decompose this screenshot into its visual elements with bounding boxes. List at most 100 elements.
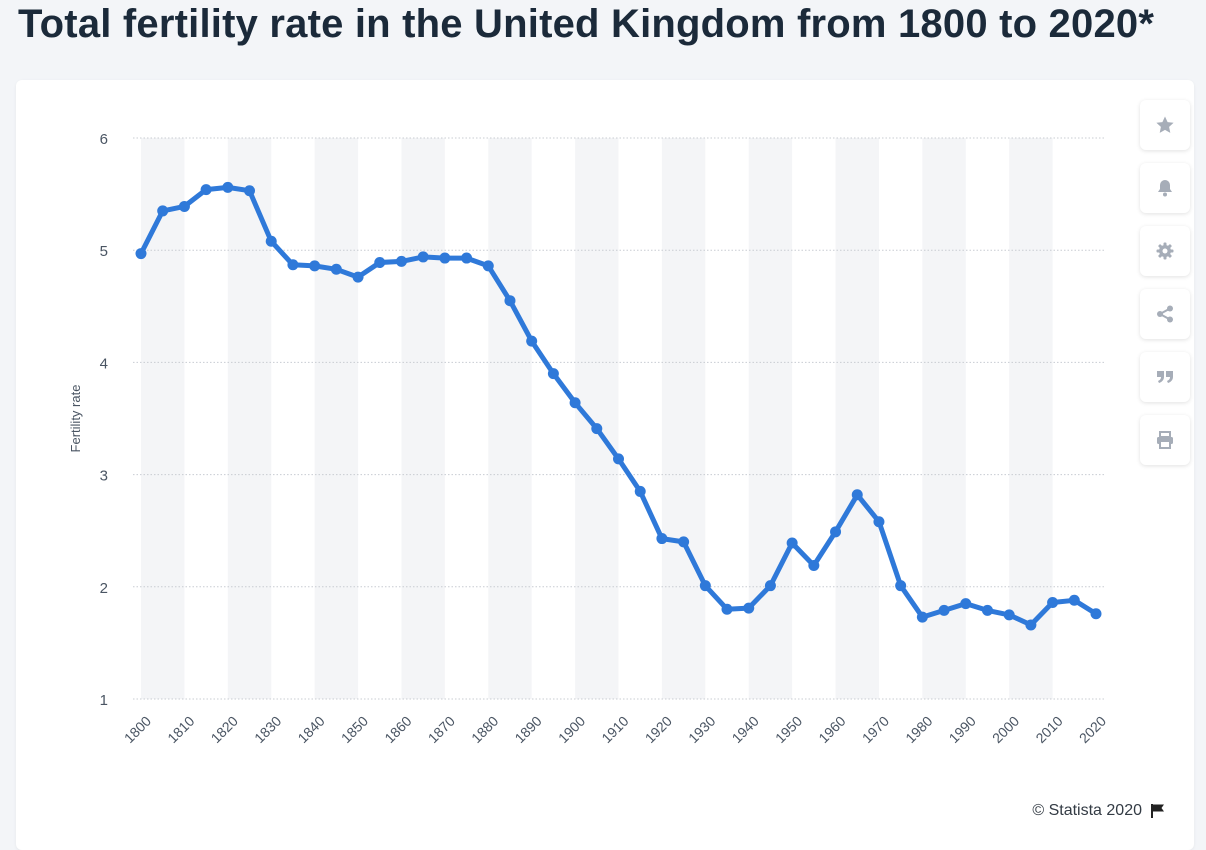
data-point [613, 453, 624, 465]
data-point [287, 259, 299, 271]
background-band [401, 138, 445, 699]
data-point [743, 602, 755, 614]
x-tick-label: 1940 [729, 713, 762, 746]
x-tick-label: 1840 [294, 713, 327, 746]
data-point [439, 252, 451, 264]
data-point [1025, 619, 1037, 631]
gear-icon [1156, 242, 1174, 260]
y-tick-label: 6 [100, 131, 108, 148]
y-tick-label: 1 [100, 692, 108, 709]
data-point [830, 526, 842, 538]
data-point [1090, 608, 1102, 620]
data-point [634, 485, 646, 497]
y-tick-label: 3 [100, 468, 108, 485]
print-icon [1157, 431, 1173, 449]
data-point [504, 295, 516, 307]
background-band [661, 138, 706, 699]
background-band [488, 138, 532, 699]
chart-card: 1 2 3 4 5 6 1800 1810 1820 1830 1840 1850 1860 1870 18… [16, 80, 1194, 850]
data-point [309, 260, 321, 272]
x-tick-label: 1850 [338, 713, 371, 746]
x-tick-label: 1980 [902, 713, 935, 746]
data-point [352, 271, 364, 283]
data-point [895, 580, 907, 592]
background-band [227, 138, 272, 699]
x-tick-label: 1900 [555, 713, 588, 746]
notification-button[interactable] [1140, 163, 1190, 213]
data-point [699, 580, 711, 592]
x-tick-label: 1920 [642, 713, 675, 746]
credit-text: © Statista 2020 [1032, 802, 1142, 819]
data-point [808, 559, 820, 571]
data-point [916, 611, 928, 623]
data-point [265, 235, 277, 247]
data-point [526, 335, 538, 347]
data-point [851, 489, 863, 501]
x-tick-label: 1950 [772, 713, 805, 746]
favorite-button[interactable] [1140, 100, 1190, 150]
cite-button[interactable] [1140, 352, 1190, 402]
data-point [960, 598, 972, 610]
background-band [141, 138, 185, 699]
y-tick-label: 4 [100, 355, 108, 372]
x-tick-label: 1810 [164, 713, 197, 746]
data-point [656, 533, 668, 545]
background-band [748, 138, 793, 699]
data-point [222, 181, 234, 193]
page-title: Total fertility rate in the United Kingd… [18, 2, 1155, 46]
x-tick-label: 2000 [989, 713, 1022, 746]
data-point [178, 200, 190, 212]
source-credit[interactable]: © Statista 2020 [1032, 802, 1166, 820]
data-point [417, 251, 429, 263]
x-tick-label: 1880 [468, 713, 501, 746]
data-point [135, 248, 147, 260]
data-point [547, 368, 559, 380]
x-tick-label: 1910 [598, 713, 631, 746]
x-tick-label: 2020 [1076, 713, 1109, 746]
data-point [678, 536, 690, 548]
x-tick-label: 1830 [251, 713, 284, 746]
x-tick-label: 1990 [946, 713, 979, 746]
x-tick-label: 1930 [685, 713, 718, 746]
star-icon [1156, 116, 1174, 133]
y-tick-label: 2 [100, 580, 108, 597]
share-button[interactable] [1140, 289, 1190, 339]
y-axis-label: Fertility rate [68, 385, 83, 453]
line-chart: 1 2 3 4 5 6 1800 1810 1820 1830 1840 1850 1860 1870 18… [68, 131, 1109, 746]
x-tick-label: 1890 [511, 713, 544, 746]
background-band [314, 138, 359, 699]
data-point [591, 423, 603, 435]
x-tick-label: 1960 [815, 713, 848, 746]
data-point [374, 257, 386, 269]
background-band [835, 138, 879, 699]
bell-icon [1158, 180, 1172, 197]
data-point [981, 604, 993, 616]
x-tick-label: 1870 [425, 713, 458, 746]
data-point [1068, 594, 1080, 606]
data-point [938, 604, 950, 616]
x-tick-label: 1800 [121, 713, 154, 746]
data-point [786, 537, 798, 549]
background-band [575, 138, 619, 699]
data-point [721, 603, 733, 615]
data-point [1047, 597, 1059, 609]
data-point [330, 263, 342, 275]
background-band [1009, 138, 1053, 699]
flag-icon [1151, 804, 1164, 818]
y-tick-label: 5 [100, 243, 108, 260]
data-point [200, 184, 212, 196]
data-point [461, 252, 473, 264]
data-point [482, 260, 494, 272]
x-tick-label: 2010 [1032, 713, 1065, 746]
data-point [569, 397, 581, 409]
print-button[interactable] [1140, 415, 1190, 465]
share-icon [1157, 305, 1173, 323]
x-tick-label: 1970 [859, 713, 892, 746]
data-point [764, 580, 776, 592]
quote-icon [1157, 371, 1173, 383]
data-point [395, 255, 407, 267]
data-point [873, 516, 885, 528]
x-tick-label: 1860 [381, 713, 414, 746]
settings-button[interactable] [1140, 226, 1190, 276]
data-point [1003, 609, 1015, 621]
